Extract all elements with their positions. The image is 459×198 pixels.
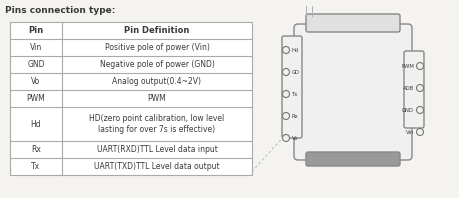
Circle shape bbox=[415, 107, 423, 113]
FancyBboxPatch shape bbox=[293, 24, 411, 160]
Text: ADB: ADB bbox=[402, 86, 413, 90]
FancyBboxPatch shape bbox=[281, 36, 302, 138]
Text: Hd: Hd bbox=[31, 120, 41, 129]
Text: PWM: PWM bbox=[147, 94, 166, 103]
Text: Tx: Tx bbox=[291, 91, 298, 96]
Circle shape bbox=[282, 69, 289, 75]
Text: Rx: Rx bbox=[31, 145, 41, 154]
Circle shape bbox=[415, 129, 423, 135]
Text: HD(zero point calibration, low level
lasting for over 7s is effective): HD(zero point calibration, low level las… bbox=[89, 114, 224, 134]
Text: PWM: PWM bbox=[400, 64, 413, 69]
Circle shape bbox=[282, 134, 289, 142]
Text: Tx: Tx bbox=[31, 162, 40, 171]
Text: GND: GND bbox=[27, 60, 45, 69]
Circle shape bbox=[415, 63, 423, 69]
Circle shape bbox=[415, 85, 423, 91]
Text: UART(TXD)TTL Level data output: UART(TXD)TTL Level data output bbox=[94, 162, 219, 171]
Text: GD: GD bbox=[291, 69, 299, 74]
Text: UART(RXD)TTL Level data input: UART(RXD)TTL Level data input bbox=[96, 145, 217, 154]
Text: Analog output(0.4~2V): Analog output(0.4~2V) bbox=[112, 77, 201, 86]
FancyBboxPatch shape bbox=[305, 152, 399, 166]
Circle shape bbox=[282, 47, 289, 53]
FancyBboxPatch shape bbox=[305, 14, 399, 32]
Text: Negative pole of power (GND): Negative pole of power (GND) bbox=[99, 60, 214, 69]
Text: Vo: Vo bbox=[31, 77, 40, 86]
Text: Pins connection type:: Pins connection type: bbox=[5, 6, 115, 15]
Text: Vo: Vo bbox=[291, 135, 298, 141]
Text: Vin: Vin bbox=[30, 43, 42, 52]
Text: Pin Definition: Pin Definition bbox=[124, 26, 189, 35]
Text: Vin: Vin bbox=[405, 129, 413, 134]
Text: Hd: Hd bbox=[291, 48, 299, 52]
Circle shape bbox=[282, 112, 289, 120]
Text: GND: GND bbox=[401, 108, 413, 112]
Text: Pin: Pin bbox=[28, 26, 44, 35]
Text: Rx: Rx bbox=[291, 113, 298, 118]
Bar bbox=[10, 22, 252, 175]
Text: Positive pole of power (Vin): Positive pole of power (Vin) bbox=[104, 43, 209, 52]
Text: PWM: PWM bbox=[27, 94, 45, 103]
Circle shape bbox=[282, 90, 289, 97]
FancyBboxPatch shape bbox=[403, 51, 423, 128]
